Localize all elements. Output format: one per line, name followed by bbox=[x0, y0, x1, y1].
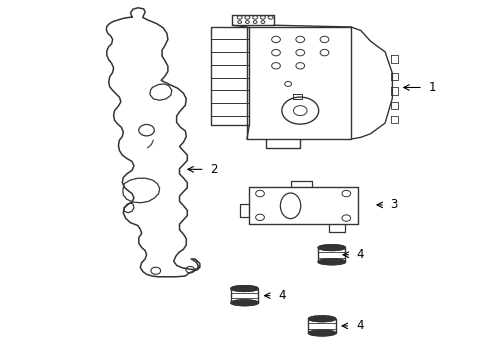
Bar bbox=[318, 248, 345, 262]
Ellipse shape bbox=[308, 330, 335, 336]
Bar bbox=[308, 319, 335, 333]
Text: 2: 2 bbox=[210, 163, 218, 176]
Bar bbox=[230, 288, 258, 303]
Text: 3: 3 bbox=[389, 198, 397, 211]
Ellipse shape bbox=[230, 286, 258, 291]
Text: 4: 4 bbox=[355, 319, 363, 332]
Text: 4: 4 bbox=[355, 248, 363, 261]
Ellipse shape bbox=[318, 245, 345, 251]
Text: 4: 4 bbox=[278, 289, 285, 302]
Ellipse shape bbox=[230, 300, 258, 306]
Ellipse shape bbox=[318, 259, 345, 265]
Text: 1: 1 bbox=[428, 81, 435, 94]
Ellipse shape bbox=[308, 316, 335, 321]
